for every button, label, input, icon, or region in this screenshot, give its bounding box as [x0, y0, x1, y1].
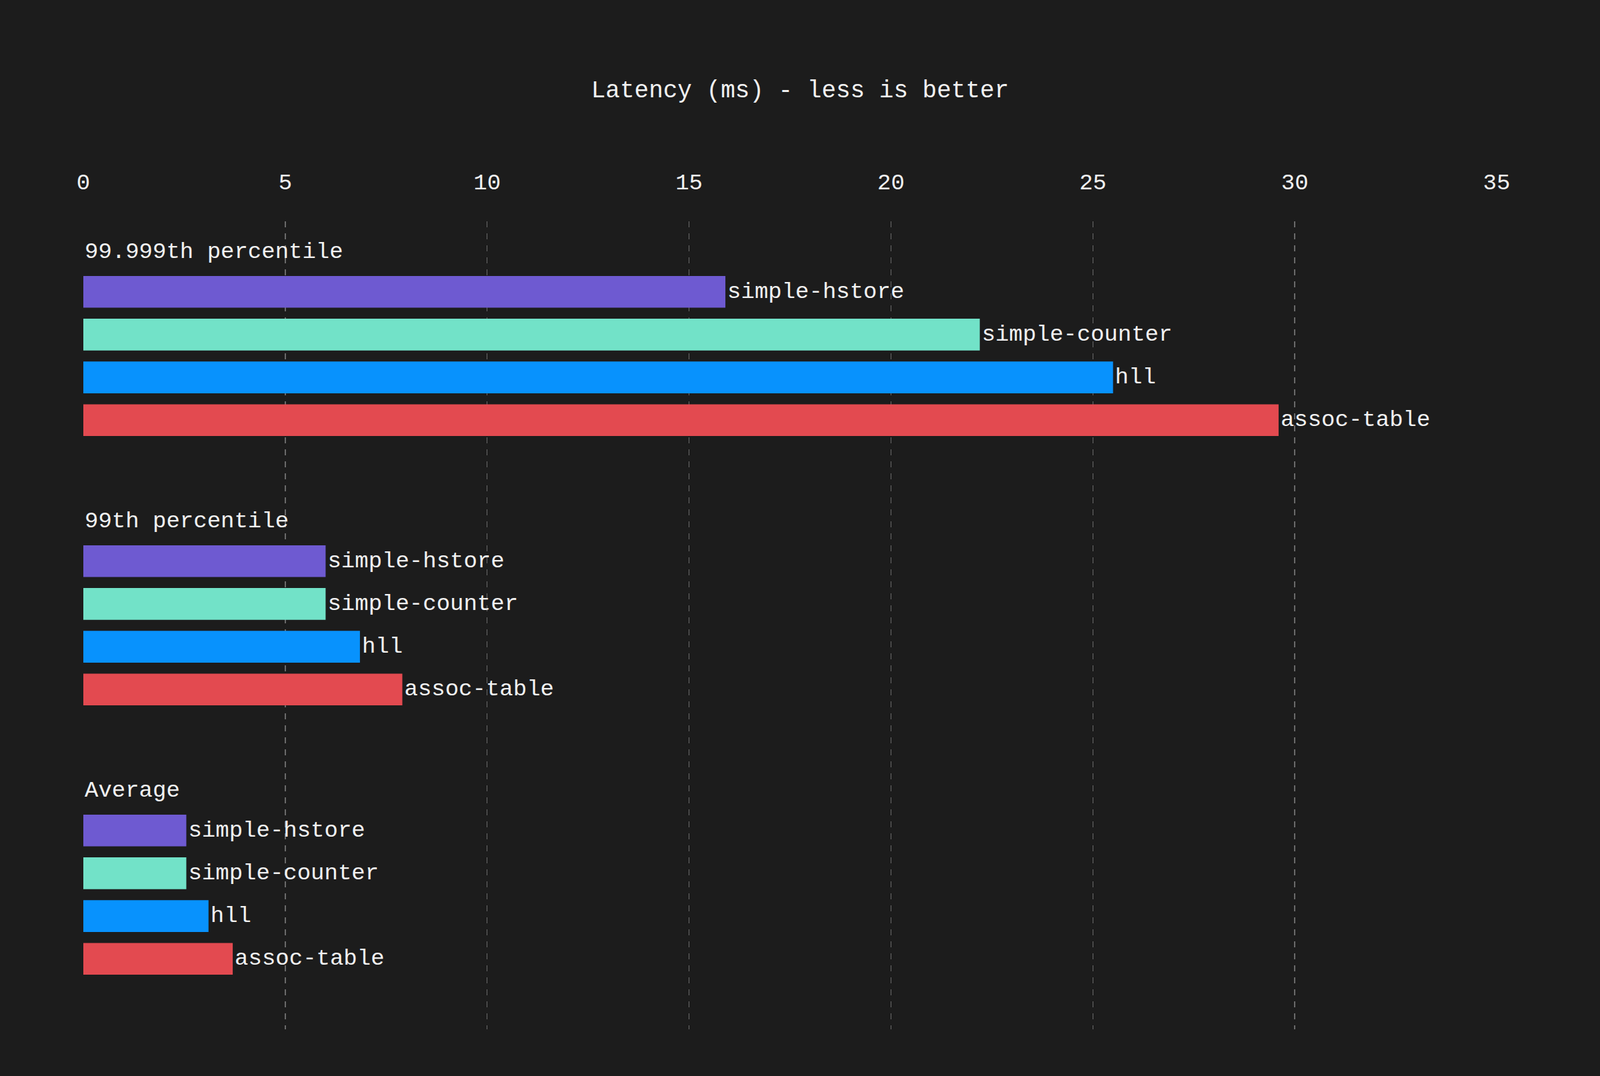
svg-text:99.999th percentile: 99.999th percentile [84, 239, 344, 265]
svg-text:Latency (ms) - less is better: Latency (ms) - less is better [591, 77, 1010, 105]
svg-text:0: 0 [76, 170, 90, 196]
svg-text:Average: Average [84, 778, 180, 804]
svg-text:20: 20 [877, 170, 905, 196]
svg-text:assoc-table: assoc-table [234, 946, 384, 972]
svg-text:25: 25 [1079, 170, 1107, 196]
svg-text:30: 30 [1281, 170, 1309, 196]
svg-text:simple-counter: simple-counter [327, 591, 518, 617]
svg-text:35: 35 [1483, 170, 1511, 196]
svg-text:15: 15 [675, 170, 703, 196]
svg-text:hll: hll [362, 634, 403, 660]
svg-text:5: 5 [278, 170, 292, 196]
svg-text:10: 10 [473, 170, 501, 196]
svg-text:assoc-table: assoc-table [1280, 407, 1430, 433]
svg-text:simple-counter: simple-counter [982, 322, 1173, 348]
svg-text:99th percentile: 99th percentile [84, 508, 289, 534]
svg-text:hll: hll [210, 903, 252, 929]
svg-text:simple-counter: simple-counter [188, 860, 379, 886]
svg-text:hll: hll [1115, 364, 1156, 390]
svg-text:simple-hstore: simple-hstore [727, 279, 904, 305]
svg-text:simple-hstore: simple-hstore [327, 548, 504, 574]
svg-text:simple-hstore: simple-hstore [188, 818, 365, 844]
svg-text:assoc-table: assoc-table [404, 676, 554, 702]
